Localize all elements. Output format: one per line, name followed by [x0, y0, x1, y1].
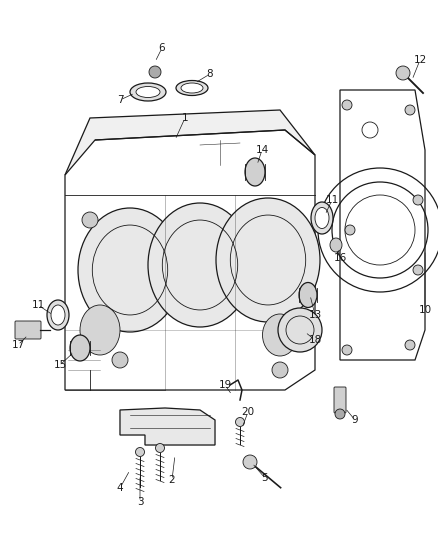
Text: 5: 5: [261, 473, 268, 483]
Circle shape: [413, 195, 423, 205]
Ellipse shape: [148, 203, 252, 327]
Text: 19: 19: [219, 380, 232, 390]
Ellipse shape: [311, 202, 333, 234]
Ellipse shape: [262, 314, 297, 356]
Text: 13: 13: [308, 310, 321, 320]
Ellipse shape: [78, 208, 182, 332]
Circle shape: [149, 66, 161, 78]
Ellipse shape: [330, 238, 342, 252]
Circle shape: [335, 409, 345, 419]
Ellipse shape: [136, 86, 160, 98]
Circle shape: [272, 362, 288, 378]
Ellipse shape: [47, 300, 69, 330]
Circle shape: [155, 443, 165, 453]
Text: 15: 15: [53, 360, 67, 370]
Ellipse shape: [176, 80, 208, 95]
Text: 14: 14: [255, 145, 268, 155]
Text: 6: 6: [159, 43, 165, 53]
Text: 11: 11: [325, 195, 339, 205]
Ellipse shape: [245, 158, 265, 186]
Circle shape: [413, 265, 423, 275]
Text: 10: 10: [418, 305, 431, 315]
Polygon shape: [340, 90, 425, 360]
Polygon shape: [65, 130, 315, 390]
Polygon shape: [120, 408, 215, 445]
Circle shape: [236, 417, 244, 426]
Ellipse shape: [299, 282, 317, 308]
Circle shape: [405, 340, 415, 350]
Ellipse shape: [181, 83, 203, 93]
Circle shape: [342, 100, 352, 110]
FancyBboxPatch shape: [15, 321, 41, 339]
Text: 2: 2: [169, 475, 175, 485]
Text: 20: 20: [241, 407, 254, 417]
Text: 3: 3: [137, 497, 143, 507]
Circle shape: [405, 105, 415, 115]
Text: 8: 8: [207, 69, 213, 79]
Ellipse shape: [51, 305, 65, 325]
Ellipse shape: [315, 207, 329, 229]
FancyBboxPatch shape: [334, 387, 346, 413]
Text: 12: 12: [413, 55, 427, 65]
Text: 18: 18: [308, 335, 321, 345]
Text: 1: 1: [182, 113, 188, 123]
Text: 16: 16: [333, 253, 346, 263]
Text: 11: 11: [32, 300, 45, 310]
Text: 7: 7: [117, 95, 124, 105]
Text: 9: 9: [352, 415, 358, 425]
Ellipse shape: [396, 66, 410, 80]
Ellipse shape: [130, 83, 166, 101]
Circle shape: [278, 308, 322, 352]
Circle shape: [243, 455, 257, 469]
Circle shape: [342, 345, 352, 355]
Polygon shape: [65, 110, 315, 175]
Text: 17: 17: [11, 340, 25, 350]
Circle shape: [82, 212, 98, 228]
Circle shape: [345, 225, 355, 235]
Ellipse shape: [70, 335, 90, 361]
Circle shape: [112, 352, 128, 368]
Text: 4: 4: [117, 483, 124, 493]
Circle shape: [135, 448, 145, 456]
Ellipse shape: [80, 305, 120, 355]
Ellipse shape: [216, 198, 320, 322]
